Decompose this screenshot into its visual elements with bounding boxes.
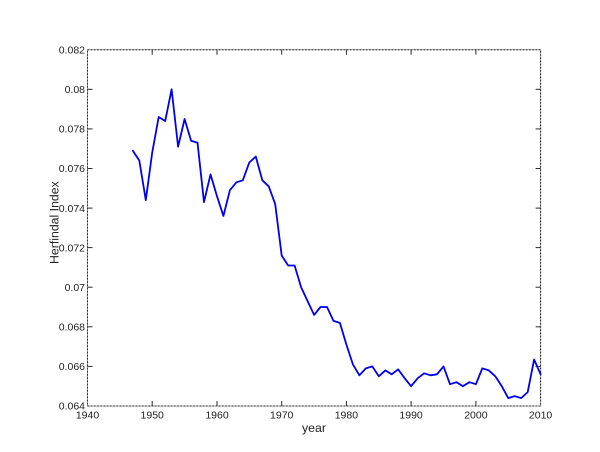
svg-text:1960: 1960 [205,410,229,422]
svg-text:0.066: 0.066 [59,361,85,373]
svg-text:0.07: 0.07 [65,282,86,294]
svg-text:0.08: 0.08 [65,84,86,96]
svg-text:0.078: 0.078 [59,124,85,136]
svg-text:0.074: 0.074 [59,203,85,215]
svg-text:year: year [302,421,326,435]
svg-text:0.082: 0.082 [59,44,85,56]
svg-text:1950: 1950 [141,410,165,422]
svg-text:0.064: 0.064 [59,401,85,413]
svg-text:0.076: 0.076 [59,163,85,175]
svg-text:1970: 1970 [270,410,294,422]
svg-text:1980: 1980 [335,410,359,422]
svg-text:0.072: 0.072 [59,242,85,254]
svg-text:2010: 2010 [529,410,553,422]
svg-text:1990: 1990 [399,410,423,422]
svg-text:2000: 2000 [464,410,488,422]
svg-text:1940: 1940 [76,410,100,422]
svg-text:Herfindal Index: Herfindal Index [48,180,62,264]
svg-text:0.068: 0.068 [59,322,85,334]
